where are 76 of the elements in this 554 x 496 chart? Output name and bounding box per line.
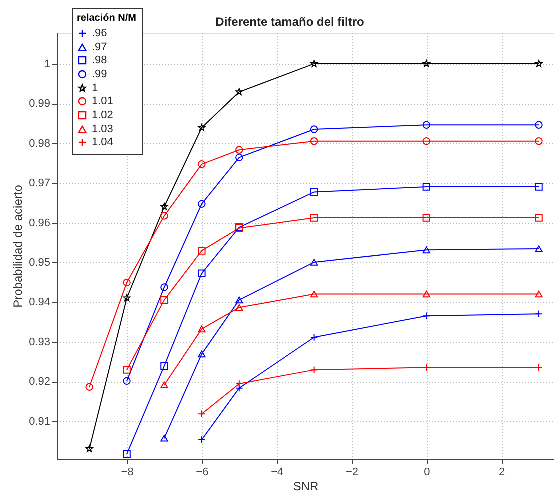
point — [310, 126, 318, 134]
point — [535, 290, 543, 298]
point — [86, 383, 94, 391]
point — [123, 377, 131, 386]
point — [310, 138, 318, 146]
point — [160, 203, 168, 210]
legend-label: .96 — [92, 28, 108, 40]
point — [422, 138, 431, 146]
legend-label: .98 — [92, 54, 108, 66]
y-tick-label: 1 — [44, 58, 50, 70]
point — [198, 247, 206, 255]
y-axis-title: Probabilidad de acierto — [11, 184, 26, 308]
x-tick-label: −4 — [271, 466, 284, 478]
point — [535, 183, 543, 191]
legend-label: 1.04 — [92, 136, 114, 148]
x-axis-title: SNR — [293, 480, 319, 494]
point — [422, 214, 431, 222]
point — [236, 154, 244, 162]
y-tick-label: 0.93 — [29, 336, 50, 348]
legend-title: relación N/M — [77, 13, 136, 24]
point — [198, 160, 206, 168]
legend-label: 1 — [92, 82, 98, 94]
legend-label: .97 — [92, 42, 108, 54]
point — [310, 259, 318, 266]
point — [535, 214, 543, 222]
point — [310, 290, 318, 298]
x-tick-label: −8 — [121, 466, 134, 478]
point — [236, 146, 244, 154]
legend-label: 1.02 — [92, 110, 114, 122]
point — [198, 200, 206, 208]
point — [310, 214, 318, 222]
y-tick-label: 0.91 — [29, 416, 50, 428]
legend-label: .99 — [92, 68, 108, 80]
point — [535, 60, 543, 68]
point — [310, 188, 318, 196]
point — [535, 138, 543, 146]
point — [86, 445, 94, 452]
x-tick-label: −2 — [346, 466, 359, 478]
point — [123, 294, 131, 302]
legend-label: 1.01 — [92, 96, 114, 108]
point — [422, 290, 431, 298]
y-tick-label: 0.96 — [29, 217, 50, 230]
point — [236, 296, 244, 304]
y-tick-label: 0.98 — [29, 138, 50, 150]
point — [160, 284, 168, 292]
y-tick-label: 0.99 — [29, 98, 50, 110]
point — [422, 60, 430, 68]
legend-label: 1.03 — [92, 124, 114, 136]
point — [236, 304, 244, 312]
point — [123, 450, 131, 458]
y-tick-label: 0.94 — [29, 296, 50, 309]
x-tick-label: −6 — [196, 466, 209, 478]
point — [535, 246, 543, 252]
y-tick-label: 0.95 — [29, 256, 50, 269]
point — [198, 124, 206, 132]
y-tick-label: 0.97 — [29, 178, 50, 190]
point — [236, 88, 244, 96]
point — [160, 362, 168, 370]
point — [160, 382, 168, 389]
point — [198, 326, 206, 333]
point — [198, 350, 206, 358]
point — [422, 246, 431, 254]
point — [160, 212, 168, 220]
y-tick-label: 0.92 — [29, 376, 50, 388]
x-tick-label: 0 — [424, 466, 430, 478]
point — [160, 434, 168, 442]
point — [123, 366, 131, 374]
point — [422, 121, 431, 129]
point — [160, 296, 168, 304]
point — [198, 270, 206, 278]
point — [310, 60, 318, 68]
point — [535, 121, 543, 129]
chart-title: Diferente tamaño del filtro — [216, 15, 364, 29]
x-tick-label: 2 — [499, 466, 506, 478]
point — [123, 278, 131, 287]
point — [422, 183, 431, 191]
